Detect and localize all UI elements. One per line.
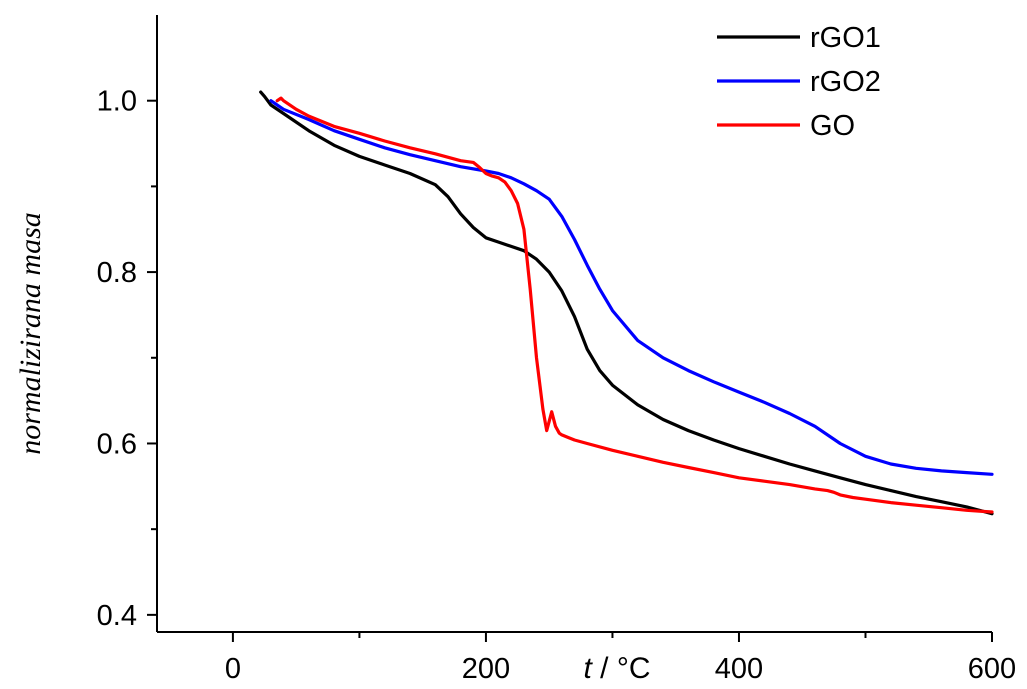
series-line-rgo2 (269, 99, 994, 476)
x-tick-label: 600 (968, 653, 1016, 685)
y-tick-label: 0.8 (97, 257, 137, 289)
legend-label: rGO2 (810, 66, 881, 98)
x-tick-label: 200 (462, 653, 510, 685)
legend: rGO1 rGO2 GO (717, 22, 881, 142)
x-axis-label: t / °C (583, 652, 650, 685)
series-line-go (275, 96, 994, 514)
y-axis-label: normalizirana masa (14, 212, 47, 455)
x-axis-label-unit: / °C (592, 652, 651, 685)
ticks: 0.4 0.6 0.8 1.0 0 200 400 600 (97, 86, 1017, 685)
x-tick-label: 400 (715, 653, 763, 685)
y-tick-label: 1.0 (97, 86, 137, 118)
series-line-rgo1 (259, 90, 994, 516)
x-axis-label-symbol: t (583, 652, 593, 685)
legend-label: GO (810, 110, 855, 142)
x-tick-label: 0 (225, 653, 241, 685)
y-tick-label: 0.6 (97, 428, 137, 460)
legend-label: rGO1 (810, 22, 881, 54)
y-tick-label: 0.4 (97, 600, 137, 632)
series-group (259, 90, 994, 516)
